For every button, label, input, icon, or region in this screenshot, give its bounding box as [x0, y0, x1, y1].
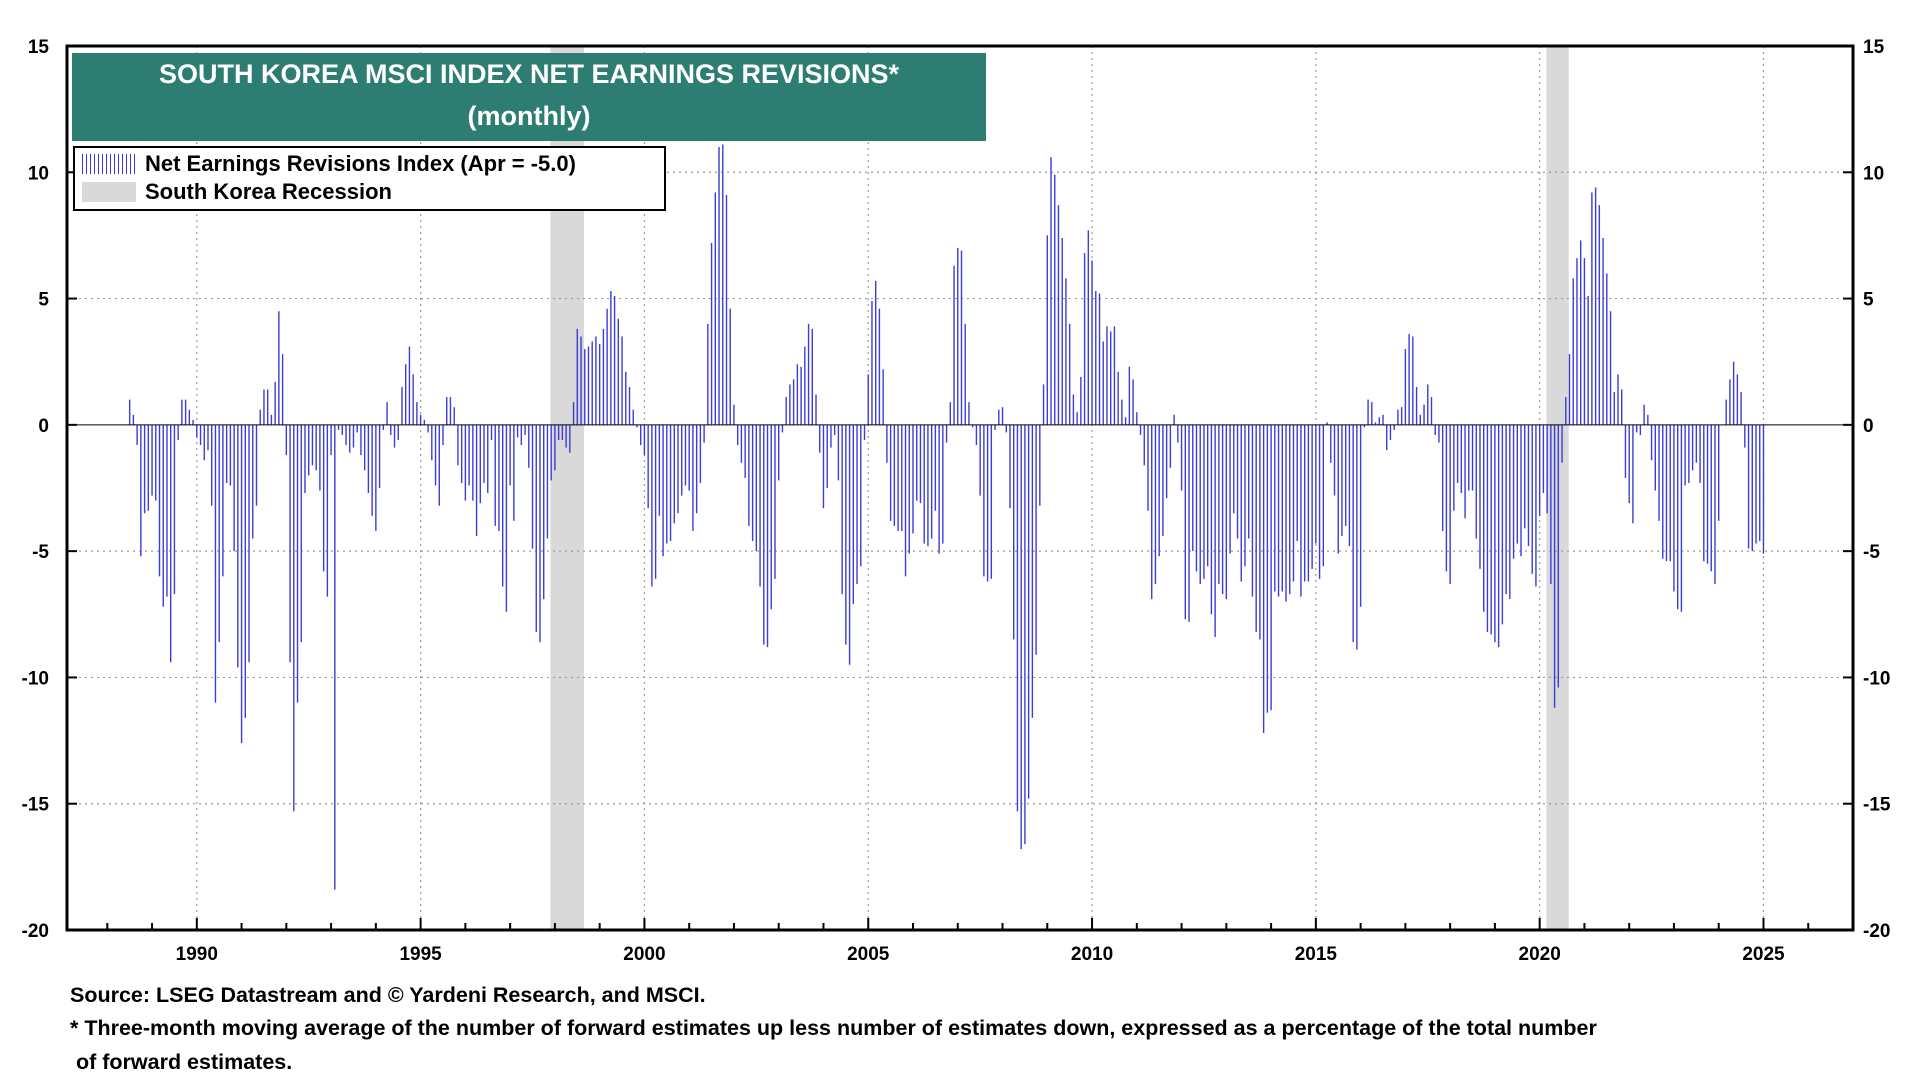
x-tick-label: 1990: [176, 944, 218, 965]
y-tick-label-left: 15: [28, 37, 50, 58]
x-tick-label: 2015: [1295, 944, 1338, 965]
gridlines: [67, 46, 1853, 930]
x-tick-label: 2010: [1071, 944, 1113, 965]
x-tick-label: 1995: [399, 944, 442, 965]
y-tick-label-left: -10: [22, 668, 49, 689]
y-tick-label-right: -15: [1863, 795, 1891, 816]
legend-item-recession: South Korea Recession: [75, 179, 392, 205]
chart: 15 15 10 10 5 5 0 0 -5 -5 -10 -10 -15 -15 -20 -20 1990 19…: [22, 37, 1891, 965]
plot-frame: [65, 44, 1855, 932]
recession-bands: [550, 46, 1569, 930]
legend-item-series: Net Earnings Revisions Index (Apr = -5.0…: [75, 151, 576, 177]
legend-swatch-recession: [82, 182, 136, 202]
y-tick-label-right: 15: [1863, 37, 1885, 58]
x-tick-label: 2025: [1742, 944, 1785, 965]
recession-band-2: [1546, 46, 1569, 930]
chart-title-line1: SOUTH KOREA MSCI INDEX NET EARNINGS REVI…: [158, 59, 900, 89]
x-tick-label: 2020: [1519, 944, 1561, 965]
y-tick-label-right: 10: [1863, 163, 1884, 184]
legend-swatch-bars: [82, 154, 136, 174]
source-note: Source: LSEG Datastream and © Yardeni Re…: [70, 983, 706, 1007]
y-tick-label-right: -10: [1863, 668, 1890, 689]
chart-title: SOUTH KOREA MSCI INDEX NET EARNINGS REVI…: [72, 53, 986, 141]
x-tick-label: 2005: [847, 944, 890, 965]
y-tick-label-left: 5: [38, 290, 49, 311]
y-tick-label-left: -5: [32, 542, 49, 563]
chart-title-line2: (monthly): [467, 101, 591, 131]
y-tick-label-right: 0: [1863, 416, 1874, 437]
y-tick-label-left: 10: [28, 163, 49, 184]
axes: 15 15 10 10 5 5 0 0 -5 -5 -10 -10 -15 -15 -20 -20 1990 19…: [22, 37, 1891, 965]
y-tick-label-right: -5: [1863, 542, 1880, 563]
legend-series-label: Net Earnings Revisions Index (Apr = -5.0…: [145, 151, 576, 176]
y-tick-label-left: -15: [22, 795, 50, 816]
legend: Net Earnings Revisions Index (Apr = -5.0…: [73, 146, 666, 211]
legend-recession-label: South Korea Recession: [145, 179, 392, 204]
bar-series: [128, 144, 1765, 890]
y-tick-label-right: 5: [1863, 290, 1874, 311]
y-tick-label-right: -20: [1863, 921, 1890, 942]
footnote-line1: * Three-month moving average of the numb…: [70, 1016, 1597, 1040]
y-tick-label-left: -20: [22, 921, 49, 942]
y-tick-label-left: 0: [38, 416, 49, 437]
x-tick-label: 2000: [623, 944, 665, 965]
footnote-line2: of forward estimates.: [70, 1050, 293, 1074]
